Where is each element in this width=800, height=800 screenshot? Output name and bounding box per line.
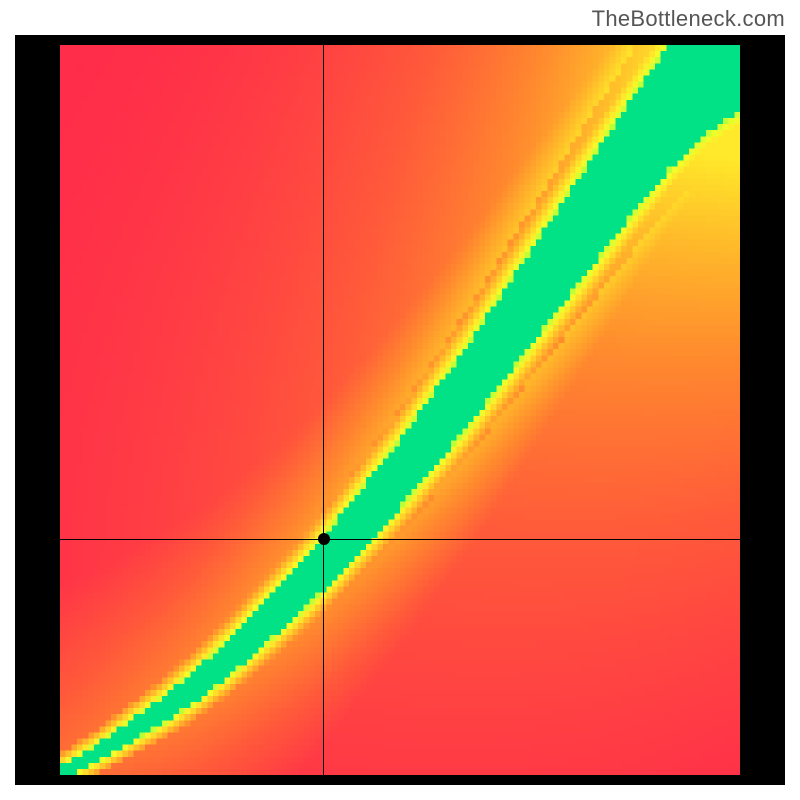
chart-outer-frame — [15, 35, 785, 785]
crosshair-marker-dot — [318, 533, 330, 545]
crosshair-horizontal — [60, 539, 740, 540]
heatmap-canvas — [60, 45, 740, 775]
crosshair-vertical — [323, 45, 324, 775]
watermark-text: TheBottleneck.com — [592, 6, 785, 32]
heatmap-plot-area — [60, 45, 740, 775]
